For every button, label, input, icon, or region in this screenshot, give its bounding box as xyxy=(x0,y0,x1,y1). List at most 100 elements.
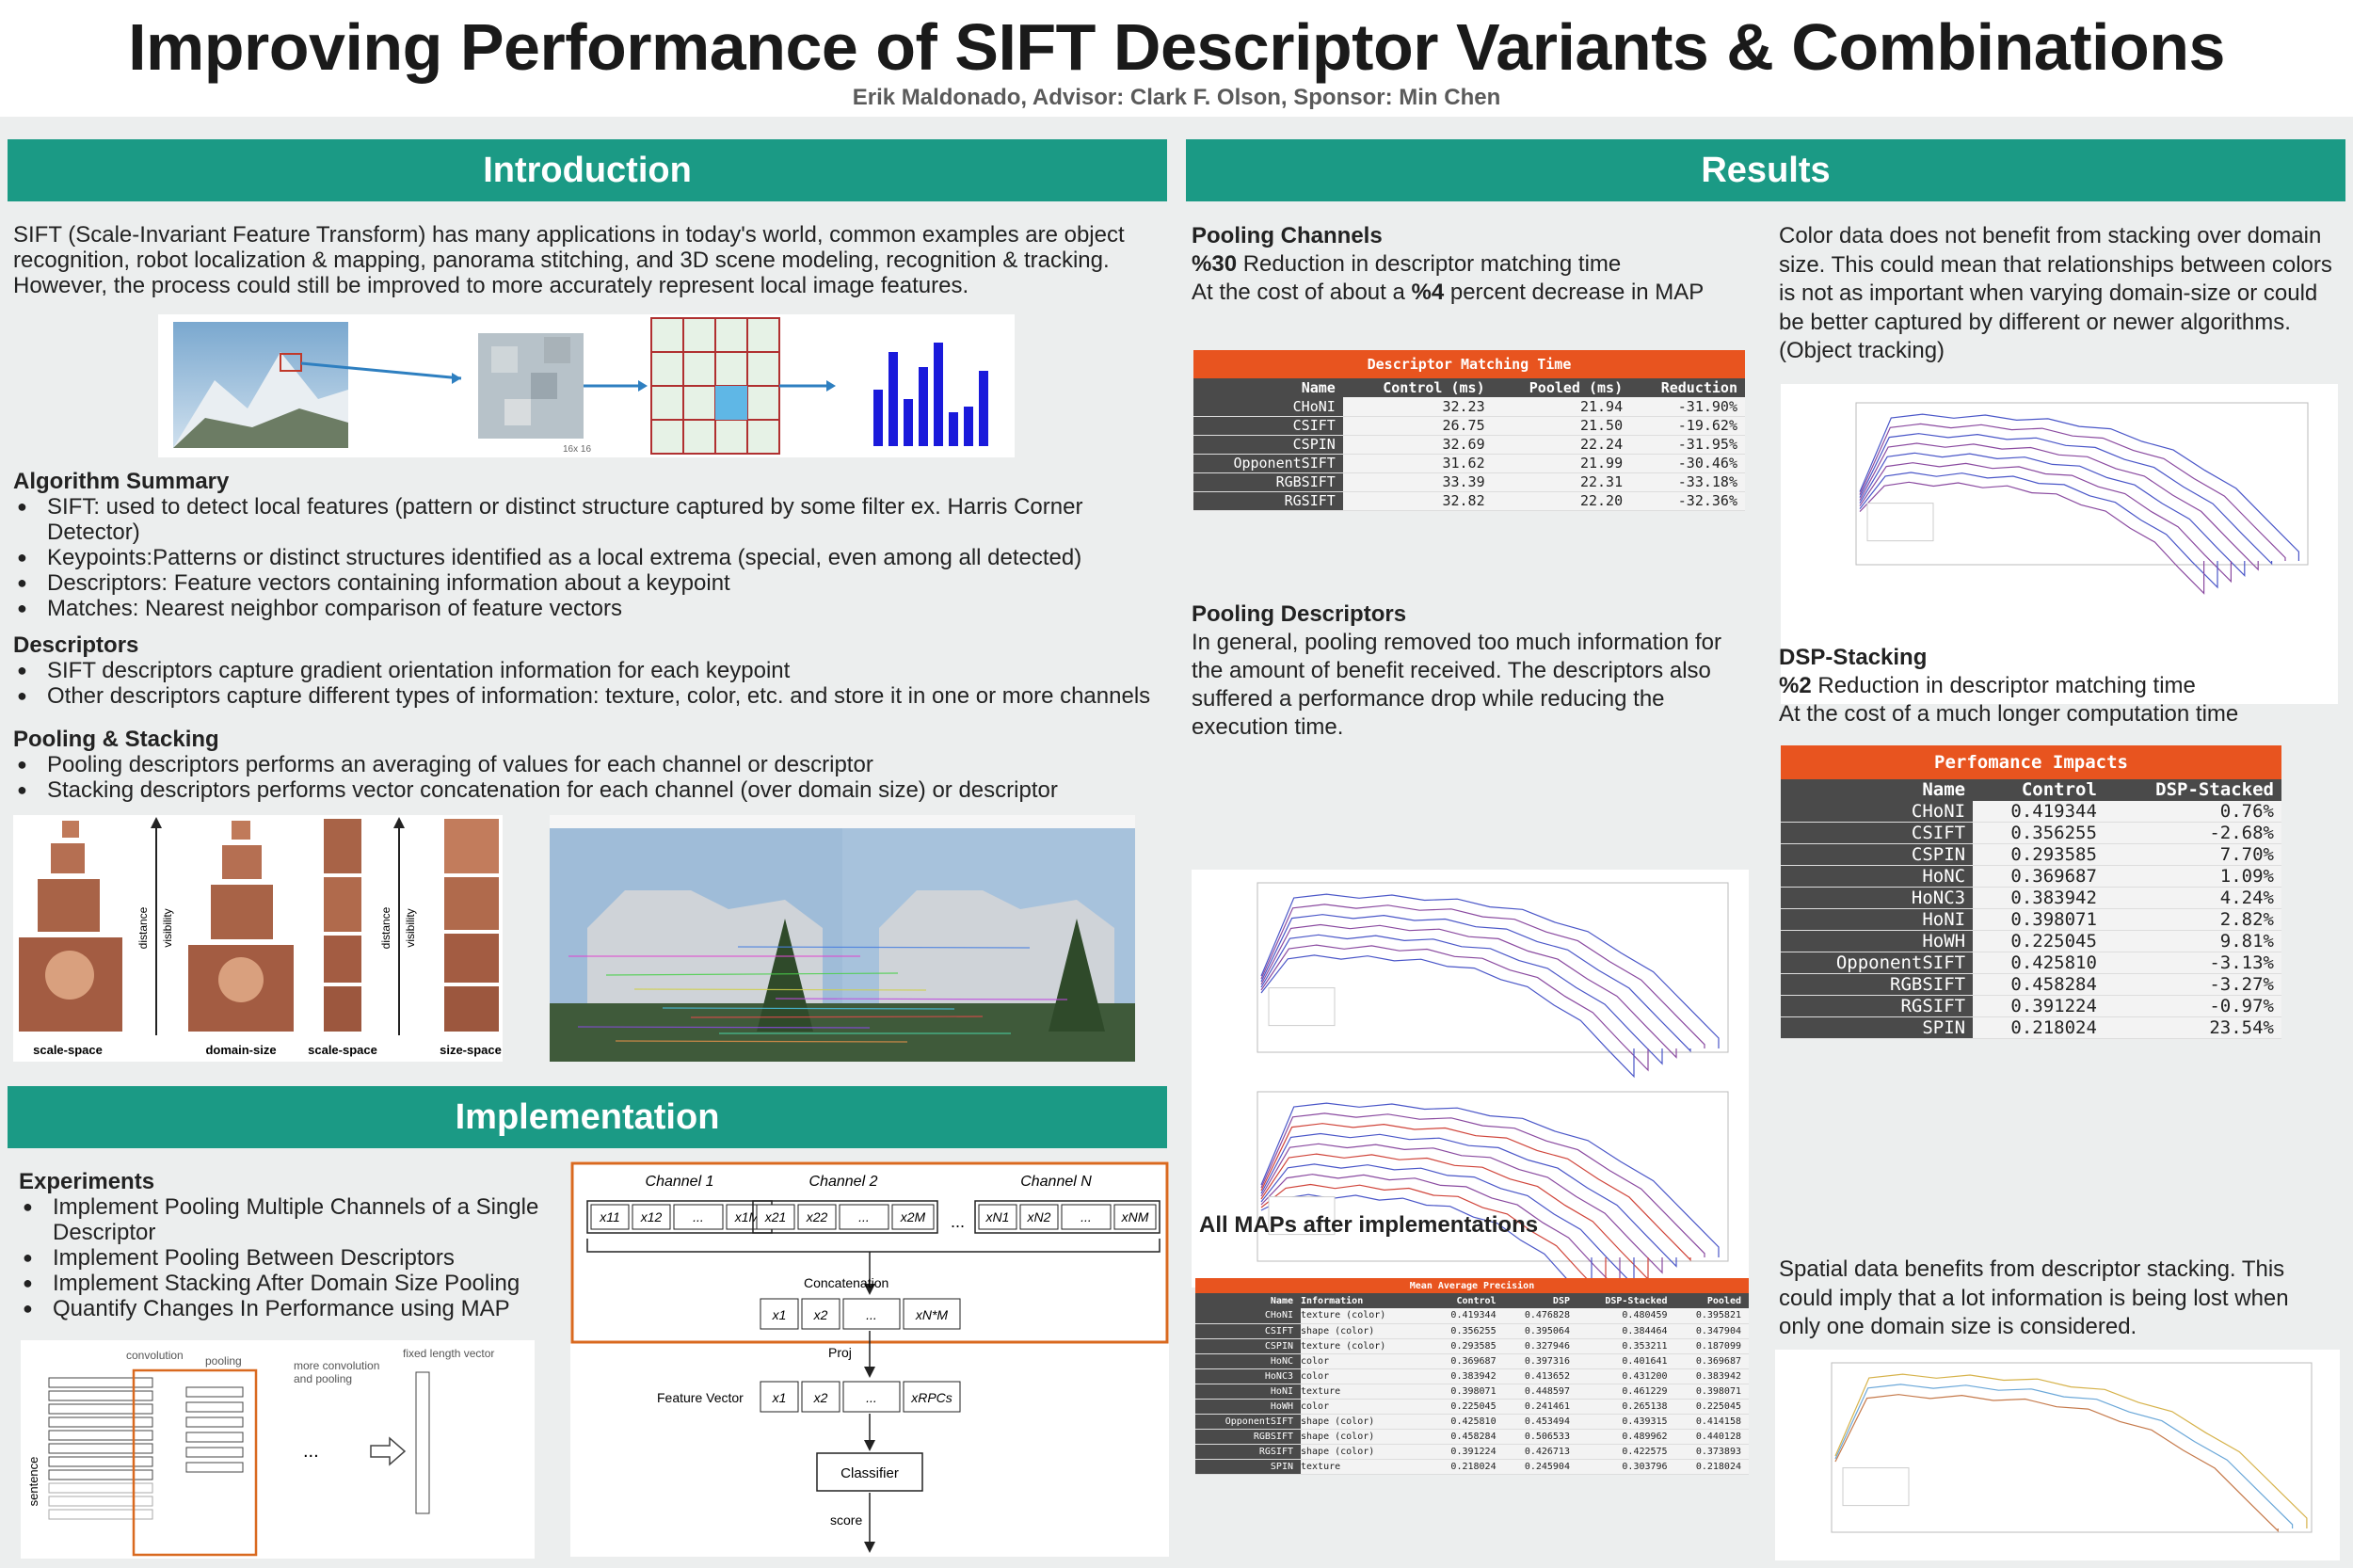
table-cell: 23.54% xyxy=(2104,1016,2281,1039)
row-name: CHoNI xyxy=(1193,397,1343,417)
table-cell: 0.369687 xyxy=(1973,865,2105,888)
chart-curve xyxy=(1260,893,1720,1048)
row-name: HoNC xyxy=(1195,1353,1301,1369)
table-row: HoNC3 0.383942 4.24% xyxy=(1781,887,2281,909)
table-cell: -30.46% xyxy=(1630,454,1745,473)
table-row: CHoNI 32.23 21.94 -31.90% xyxy=(1193,397,1745,417)
table-cell: 0.218024 xyxy=(1674,1459,1749,1475)
convolution-label: convolution xyxy=(126,1349,184,1362)
row-name: CHoNI xyxy=(1195,1308,1301,1324)
pyramid-figure: distance visibility distance visibility xyxy=(13,815,503,1062)
table-cell: 0.448597 xyxy=(1503,1384,1577,1400)
chart-curve xyxy=(1260,914,1691,1053)
table-row: HoNC3 color 0.383942 0.413652 0.431200 0.3839… xyxy=(1195,1368,1749,1384)
table-cell: 0.453494 xyxy=(1503,1414,1577,1430)
scale-space-stack xyxy=(324,819,361,1032)
dsp-heading: DSP-Stacking xyxy=(1779,645,1928,670)
table-cell: 0.414158 xyxy=(1674,1414,1749,1430)
table-cell: 32.82 xyxy=(1342,491,1493,511)
svg-text:xN1: xN1 xyxy=(985,1209,1010,1224)
table-cell: 0.413652 xyxy=(1503,1368,1577,1384)
pooling-item: Stacking descriptors performs vector con… xyxy=(13,777,1161,803)
table-cell: color xyxy=(1301,1368,1431,1384)
table-cell: shape (color) xyxy=(1301,1429,1431,1445)
table-row: CHoNI 0.419344 0.76% xyxy=(1781,800,2281,823)
svg-text:...: ... xyxy=(866,1307,877,1322)
svg-text:x22: x22 xyxy=(806,1209,828,1224)
intro-banner: Introduction xyxy=(8,139,1167,201)
table-cell: -3.13% xyxy=(2104,952,2281,974)
svg-text:x21: x21 xyxy=(764,1209,787,1224)
table-row: SPIN 0.218024 23.54% xyxy=(1781,1016,2281,1039)
chart-legend xyxy=(1842,1467,1910,1507)
table-cell: 0.265138 xyxy=(1577,1399,1675,1415)
size-space-stack xyxy=(444,819,499,1032)
dsp-stacking-text: DSP-Stacking %2 Reduction in descriptor … xyxy=(1779,644,2334,728)
svg-text:...: ... xyxy=(693,1209,704,1224)
row-name: OpponentSIFT xyxy=(1193,454,1343,473)
table-cell: 0.426713 xyxy=(1503,1444,1577,1460)
svg-text:xN2: xN2 xyxy=(1027,1209,1051,1224)
table-cell: -19.62% xyxy=(1630,416,1745,436)
row-name: CHoNI xyxy=(1781,800,1974,823)
cnn-arrow xyxy=(370,1436,407,1466)
pyramid-label: scale-space xyxy=(33,1043,103,1057)
feature-vector-label: Feature Vector xyxy=(657,1390,744,1405)
algorithm-item: SIFT: used to detect local features (pat… xyxy=(13,494,1161,545)
table-row: HoNC color 0.369687 0.397316 0.401641 0.36968… xyxy=(1195,1353,1749,1369)
table-cell: 0.293585 xyxy=(1430,1338,1504,1354)
table-cell: 0.225045 xyxy=(1430,1399,1504,1415)
table-cell: 22.31 xyxy=(1492,472,1631,492)
table-cell: 7.70% xyxy=(2104,843,2281,866)
table-cell: 0.303796 xyxy=(1577,1459,1675,1475)
column-header: Pooled xyxy=(1674,1293,1749,1308)
table-row: HoNC 0.369687 1.09% xyxy=(1781,865,2281,888)
table-cell: 31.62 xyxy=(1342,454,1493,473)
column-header: Reduction xyxy=(1630,378,1745,397)
chart-curve xyxy=(1260,1132,1677,1268)
chart-curve xyxy=(1260,923,1677,1059)
concat-cells: x1 x2 ... xN*M xyxy=(760,1298,961,1330)
row-name: RGSIFT xyxy=(1195,1444,1301,1460)
cnn-dots: ... xyxy=(303,1441,319,1462)
chart-curve xyxy=(1260,1174,1621,1288)
table-cell: 0.398071 xyxy=(1674,1384,1749,1400)
table-cell: 0.373893 xyxy=(1674,1444,1749,1460)
match-image xyxy=(550,815,1135,1062)
table-cell: -32.36% xyxy=(1630,491,1745,511)
table-row: CSIFT 0.356255 -2.68% xyxy=(1781,822,2281,844)
table-row: CHoNI texture (color) 0.419344 0.476828 0.48… xyxy=(1195,1308,1749,1324)
table-cell: 0.489962 xyxy=(1577,1429,1675,1445)
score-label: score xyxy=(830,1512,862,1528)
table-cell: 0.356255 xyxy=(1430,1323,1504,1339)
chart-axes xyxy=(1257,1091,1729,1262)
descriptors-item: SIFT descriptors capture gradient orient… xyxy=(13,658,1161,683)
pyramid-label: scale-space xyxy=(308,1043,377,1057)
channel-1-cells: x11 x12 ... x1M xyxy=(586,1200,773,1234)
chart-curve xyxy=(1260,1163,1635,1288)
row-name: CSPIN xyxy=(1781,843,1974,866)
chart-curve xyxy=(1859,413,2299,561)
channel-dots: ... xyxy=(951,1212,965,1231)
chart-axes xyxy=(1257,882,1729,1053)
pyramid-label: domain-size xyxy=(205,1043,276,1057)
channel-2-cells: x21 x22 ... x2M xyxy=(752,1200,938,1234)
classifier-label: Classifier xyxy=(840,1465,899,1481)
experiment-item: Implement Stacking After Domain Size Poo… xyxy=(19,1271,546,1296)
sentence-label: sentence xyxy=(26,1457,40,1507)
chart-curve xyxy=(1859,433,2273,566)
table-cell: 0.419344 xyxy=(1973,800,2105,823)
table-row: HoNI 0.398071 2.82% xyxy=(1781,908,2281,931)
scale-space-pyramid-1 xyxy=(19,821,122,1032)
orientation-histogram xyxy=(873,343,988,446)
svg-text:xRPCs: xRPCs xyxy=(910,1390,952,1405)
table-row: OpponentSIFT 31.62 21.99 -30.46% xyxy=(1193,454,1745,473)
channel-diagram: Channel 1 Channel 2 Channel N x11 x12 ...… xyxy=(570,1161,1169,1557)
table-cell: 0.422575 xyxy=(1577,1444,1675,1460)
performance-impacts-table: Perfomance Impacts Name Control DSP-Stacke… xyxy=(1781,745,2281,1039)
table-row: OpponentSIFT shape (color) 0.425810 0.45349… xyxy=(1195,1414,1749,1430)
gradient-grid xyxy=(650,317,780,455)
table-row: RGBSIFT shape (color) 0.458284 0.506533 0.48… xyxy=(1195,1429,1749,1445)
map-decrease-value: %4 xyxy=(1411,280,1445,305)
table-cell: 0.383942 xyxy=(1973,887,2105,909)
